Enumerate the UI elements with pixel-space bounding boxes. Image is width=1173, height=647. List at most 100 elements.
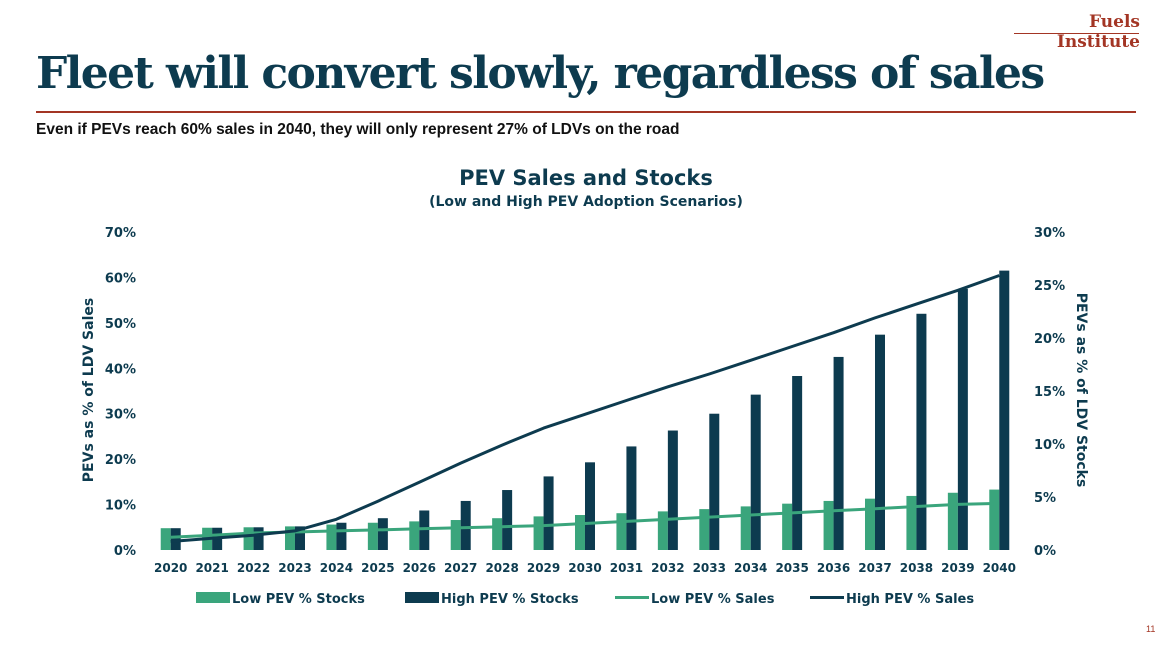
bar-low-pev-stocks bbox=[657, 511, 668, 550]
x-tick-label: 2037 bbox=[858, 561, 891, 575]
y-tick-label: 70% bbox=[105, 226, 136, 241]
x-tick-label: 2033 bbox=[693, 561, 726, 575]
bar-low-pev-stocks bbox=[616, 513, 627, 550]
bar-high-pev-stocks bbox=[295, 526, 305, 550]
y-tick-label: 20% bbox=[105, 453, 136, 468]
x-tick-label: 2030 bbox=[568, 561, 601, 575]
bar-low-pev-stocks bbox=[823, 500, 834, 550]
bar-low-pev-stocks bbox=[947, 492, 958, 550]
x-tick-label: 2036 bbox=[817, 561, 850, 575]
chart-legend: Low PEV % Stocks High PEV % Stocks Low PEV… bbox=[196, 592, 974, 607]
slide-subtitle: Even if PEVs reach 60% sales in 2040, th… bbox=[36, 121, 680, 138]
chart-title: PEV Sales and Stocks bbox=[459, 166, 713, 190]
bar-low-pev-stocks bbox=[285, 526, 295, 550]
legend-item: Low PEV % Sales bbox=[615, 592, 775, 607]
bar-high-pev-stocks bbox=[999, 270, 1010, 550]
legend-label: Low PEV % Sales bbox=[651, 592, 775, 607]
bar-low-pev-stocks bbox=[243, 527, 254, 550]
x-tick-label: 2040 bbox=[983, 561, 1016, 575]
bar-high-pev-stocks bbox=[957, 288, 968, 550]
line-low-pev-sales bbox=[170, 501, 1000, 539]
bar-low-pev-stocks bbox=[533, 516, 544, 550]
legend-label: High PEV % Stocks bbox=[441, 592, 579, 607]
bar-high-pev-stocks bbox=[833, 356, 844, 550]
y-tick-label: 60% bbox=[105, 271, 136, 286]
bar-high-pev-stocks bbox=[667, 430, 678, 550]
x-tick-label: 2035 bbox=[775, 561, 808, 575]
bar-high-pev-stocks bbox=[750, 394, 761, 550]
x-tick-label: 2028 bbox=[485, 561, 518, 575]
bars-layer bbox=[160, 270, 1010, 550]
x-tick-label: 2023 bbox=[278, 561, 311, 575]
bar-high-pev-stocks bbox=[170, 528, 181, 550]
bar-high-pev-stocks bbox=[377, 518, 388, 550]
x-tick-label: 2026 bbox=[403, 561, 436, 575]
x-tick-label: 2027 bbox=[444, 561, 477, 575]
y-tick-label: 0% bbox=[114, 544, 136, 559]
x-tick-label: 2029 bbox=[527, 561, 560, 575]
bar-low-pev-stocks bbox=[906, 495, 917, 550]
y2-tick-label: 25% bbox=[1034, 279, 1065, 294]
y-tick-label: 30% bbox=[105, 408, 136, 423]
y-axis-title: PEVs as % of LDV Sales bbox=[81, 298, 97, 482]
bar-high-pev-stocks bbox=[253, 527, 264, 550]
line-high-pev-sales bbox=[170, 274, 1000, 543]
bar-high-pev-stocks bbox=[336, 522, 347, 550]
bar-high-pev-stocks bbox=[792, 376, 803, 550]
bar-high-pev-stocks bbox=[585, 462, 595, 550]
bar-low-pev-stocks bbox=[575, 515, 585, 550]
x-tick-label: 2034 bbox=[734, 561, 767, 575]
y2-tick-label: 20% bbox=[1034, 332, 1065, 347]
lines-layer bbox=[170, 274, 1000, 543]
bar-low-pev-stocks bbox=[450, 520, 461, 550]
x-tick-label: 2032 bbox=[651, 561, 684, 575]
y-tick-label: 40% bbox=[105, 362, 136, 377]
labels-layer: PEV Sales and Stocks (Low and High PEV Ad… bbox=[81, 166, 1089, 575]
x-tick-label: 2031 bbox=[610, 561, 643, 575]
y2-axis-title: PEVs as % of LDV Stocks bbox=[1073, 293, 1089, 488]
chart-subtitle: (Low and High PEV Adoption Scenarios) bbox=[429, 194, 743, 210]
bar-high-pev-stocks bbox=[460, 500, 471, 550]
bar-high-pev-stocks bbox=[419, 510, 430, 550]
bar-low-pev-stocks bbox=[782, 503, 793, 550]
bar-low-pev-stocks bbox=[699, 509, 710, 550]
x-tick-label: 2020 bbox=[154, 561, 187, 575]
bar-high-pev-stocks bbox=[626, 446, 637, 550]
bar-high-pev-stocks bbox=[916, 313, 927, 550]
legend-swatch bbox=[196, 592, 230, 603]
x-tick-label: 2021 bbox=[195, 561, 228, 575]
x-tick-label: 2038 bbox=[900, 561, 933, 575]
y-tick-label: 50% bbox=[105, 317, 136, 332]
bar-high-pev-stocks bbox=[543, 476, 554, 550]
y2-tick-label: 15% bbox=[1034, 385, 1065, 400]
logo-underline bbox=[1014, 33, 1139, 34]
y2-tick-label: 30% bbox=[1034, 226, 1065, 241]
legend-label: High PEV % Sales bbox=[846, 592, 974, 607]
y2-tick-label: 0% bbox=[1034, 544, 1056, 559]
bar-low-pev-stocks bbox=[367, 522, 378, 550]
y2-tick-label: 5% bbox=[1034, 491, 1056, 506]
bar-low-pev-stocks bbox=[409, 521, 420, 550]
legend-item: Low PEV % Stocks bbox=[196, 592, 365, 607]
bar-low-pev-stocks bbox=[160, 528, 171, 550]
bar-low-pev-stocks bbox=[989, 489, 1000, 550]
slide-title: Fleet will convert slowly, regardless of… bbox=[36, 48, 1045, 99]
y-tick-label: 10% bbox=[105, 499, 136, 514]
legend-label: Low PEV % Stocks bbox=[232, 592, 365, 607]
x-tick-label: 2024 bbox=[320, 561, 353, 575]
bar-high-pev-stocks bbox=[502, 490, 513, 550]
x-tick-label: 2022 bbox=[237, 561, 270, 575]
legend-item: High PEV % Sales bbox=[810, 592, 974, 607]
bar-high-pev-stocks bbox=[709, 413, 720, 550]
title-divider bbox=[36, 111, 1136, 113]
page-number: 11 bbox=[1146, 624, 1156, 634]
bar-low-pev-stocks bbox=[740, 506, 751, 550]
bar-low-pev-stocks bbox=[326, 524, 337, 550]
y2-tick-label: 10% bbox=[1034, 438, 1065, 453]
x-tick-label: 2025 bbox=[361, 561, 394, 575]
bar-low-pev-stocks bbox=[865, 498, 875, 550]
fuels-institute-logo: Fuels Institute bbox=[1056, 12, 1140, 52]
bar-low-pev-stocks bbox=[492, 518, 503, 550]
legend-item: High PEV % Stocks bbox=[405, 592, 579, 607]
